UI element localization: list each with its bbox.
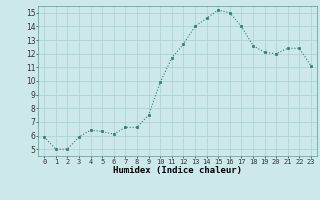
X-axis label: Humidex (Indice chaleur): Humidex (Indice chaleur) <box>113 166 242 175</box>
